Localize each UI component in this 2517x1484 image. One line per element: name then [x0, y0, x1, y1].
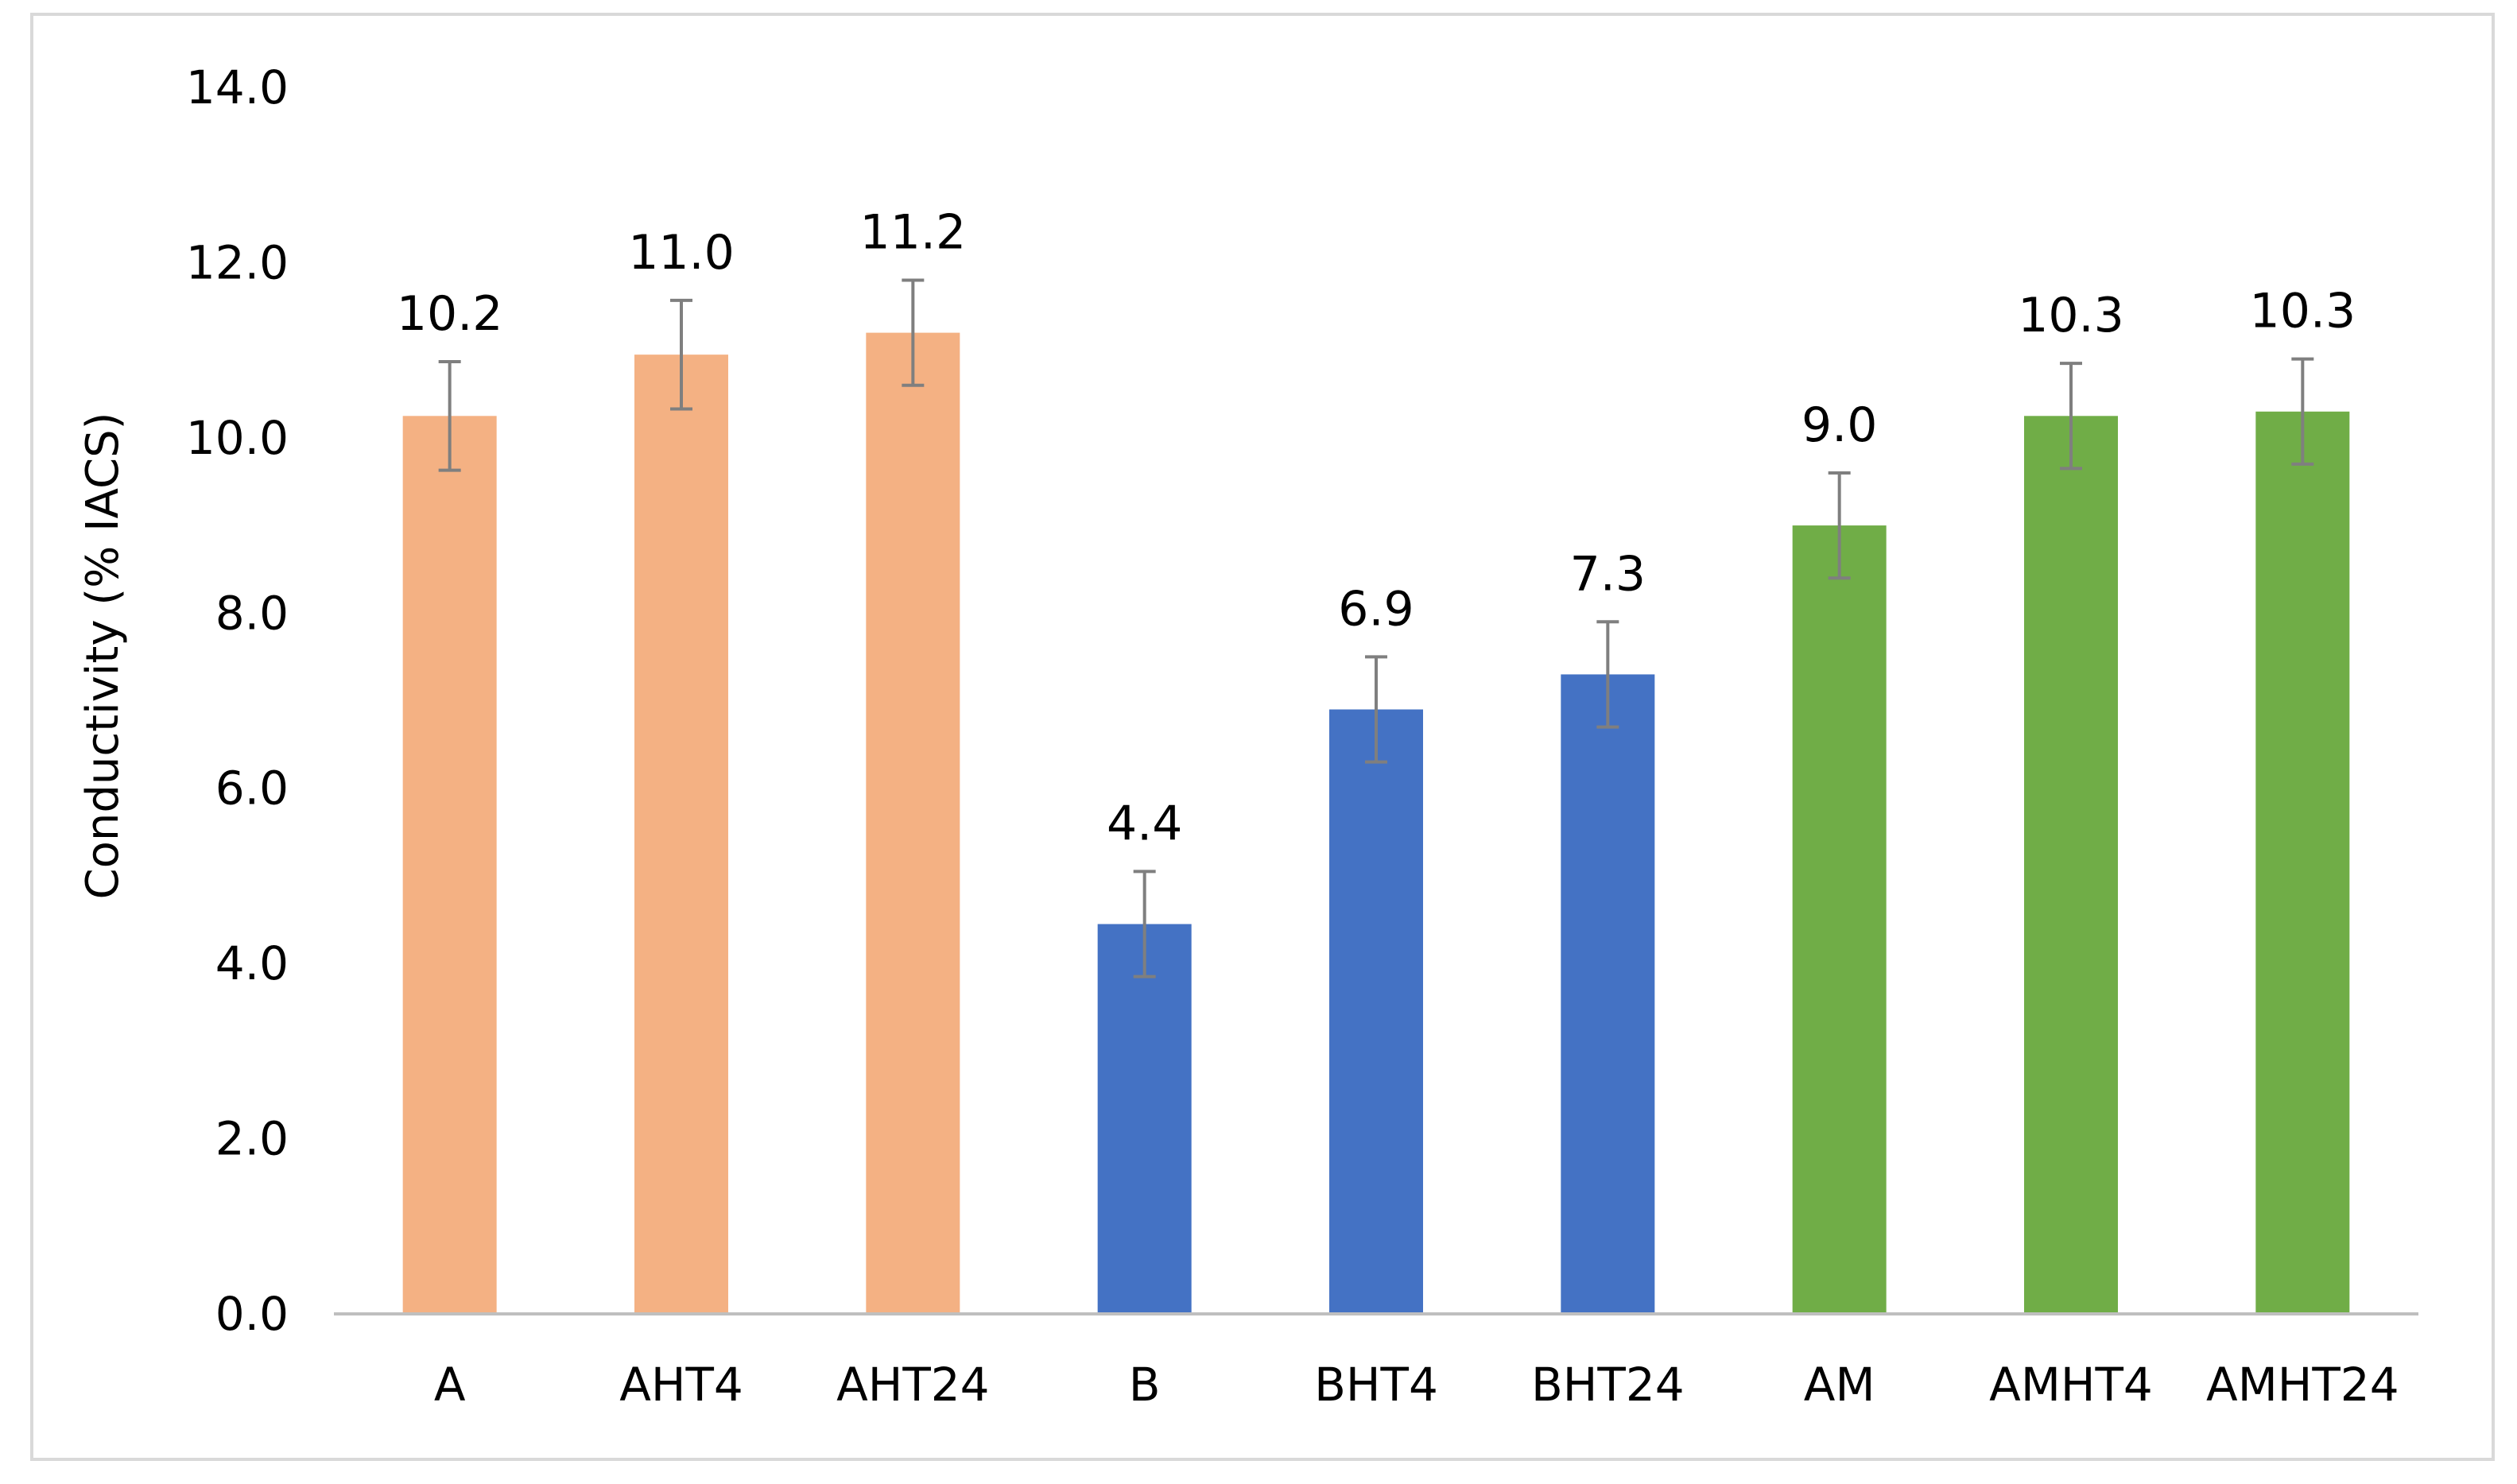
y-tick-label: 0.0	[215, 1287, 289, 1341]
data-label-amht24: 10.3	[2250, 284, 2356, 339]
error-bar-a	[438, 359, 461, 472]
bar-aht24	[866, 332, 960, 1315]
x-tick-label-b: B	[1129, 1358, 1161, 1412]
error-bars-layer	[438, 278, 2314, 978]
y-tick-label: 6.0	[215, 761, 289, 816]
x-tick-label-bht24: BHT24	[1531, 1358, 1685, 1412]
error-bar-b	[1133, 870, 1156, 978]
data-label-aht4: 11.0	[628, 225, 735, 281]
bar-amht24	[2255, 411, 2350, 1314]
data-label-bht4: 6.9	[1338, 581, 1414, 637]
data-label-bht24: 7.3	[1570, 546, 1646, 602]
error-bar-aht4	[670, 298, 692, 411]
x-tick-label-amht4: AMHT4	[1989, 1358, 2153, 1412]
y-tick-label: 10.0	[186, 411, 289, 465]
y-tick-label: 14.0	[186, 60, 289, 114]
data-label-amht4: 10.3	[2018, 288, 2124, 343]
x-tick-label-amht24: AMHT24	[2206, 1358, 2399, 1412]
y-tick-label: 2.0	[215, 1112, 289, 1166]
data-label-b: 4.4	[1107, 796, 1182, 851]
data-labels-layer: 10.2 11.0 11.2 4.4 6.9 7.3 9.0 10.3 10.3	[397, 204, 2356, 851]
x-tick-label-bht4: BHT4	[1314, 1358, 1438, 1412]
bar-amht4	[2024, 416, 2118, 1314]
error-bar-bht24	[1596, 620, 1619, 729]
y-axis-title: Conductivity (% IACS)	[77, 413, 129, 900]
data-label-aht24: 11.2	[860, 204, 967, 260]
data-label-a: 10.2	[397, 286, 503, 342]
x-tick-label-aht24: AHT24	[836, 1358, 990, 1412]
error-bar-bht4	[1365, 655, 1387, 764]
y-tick-label: 12.0	[186, 235, 289, 289]
x-tick-label-a: A	[434, 1358, 466, 1412]
x-tick-labels: A AHT4 AHT24 B BHT4 BHT24 AM AMHT4 AMHT24	[434, 1358, 2399, 1412]
bar-am	[1792, 525, 1887, 1314]
bar-bht24	[1561, 674, 1655, 1314]
error-bar-aht24	[902, 278, 925, 387]
bar-b	[1097, 924, 1192, 1314]
bar-bht4	[1329, 709, 1423, 1314]
bar-aht4	[634, 355, 728, 1314]
error-bar-am	[1828, 471, 1851, 580]
bar-a	[402, 416, 497, 1314]
data-label-am: 9.0	[1801, 397, 1877, 453]
x-tick-label-am: AM	[1804, 1358, 1875, 1412]
error-bar-amht24	[2291, 357, 2314, 466]
y-tick-labels: 0.0 2.0 4.0 6.0 8.0 10.0 12.0 14.0	[186, 60, 289, 1341]
x-tick-label-aht4: AHT4	[619, 1358, 743, 1412]
y-tick-label: 4.0	[215, 936, 289, 990]
error-bar-amht4	[2060, 362, 2082, 471]
y-tick-label: 8.0	[215, 586, 289, 640]
bars-layer	[402, 332, 2350, 1315]
